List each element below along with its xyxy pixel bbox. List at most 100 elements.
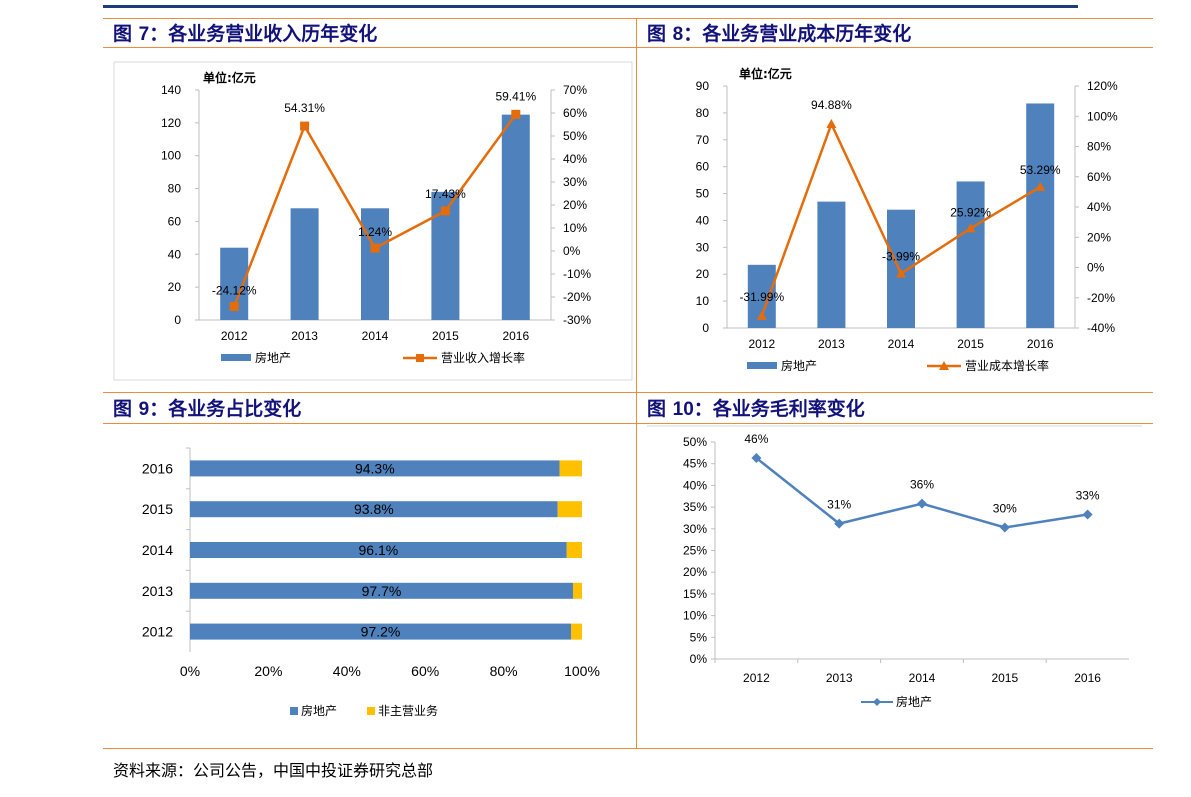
line-marker [917, 498, 927, 509]
unit-label: 单位:亿元 [739, 66, 792, 81]
bar-non-core [557, 501, 582, 518]
data-label: 30% [993, 501, 1017, 515]
data-label: 17.43% [425, 187, 466, 201]
y-tick-label: 2016 [142, 460, 173, 476]
chart-frame [113, 61, 633, 381]
y2-tick-label: -20% [563, 290, 591, 304]
figure-7-title: 图 7：各业务营业收入历年变化 [113, 23, 378, 45]
line-marker [229, 301, 239, 311]
y-tick-label: 30% [683, 522, 707, 536]
y-tick-label: 80 [696, 106, 710, 120]
y2-tick-label: 60% [1087, 170, 1111, 184]
bar [956, 181, 985, 328]
line-marker [1035, 181, 1046, 191]
y-tick-label: 60 [696, 160, 710, 174]
header-rule [103, 5, 1078, 8]
data-label: 31% [827, 498, 851, 512]
y-tick-label: 80 [168, 182, 182, 196]
x-tick-label: 2015 [957, 337, 984, 351]
y-tick-label: 60 [168, 214, 182, 228]
data-label: 97.7% [362, 583, 402, 599]
x-tick-label: 2015 [991, 671, 1018, 685]
line-marker [511, 109, 521, 119]
y-tick-label: 2012 [142, 624, 173, 640]
line-marker [756, 310, 767, 320]
x-tick-label: 2014 [888, 337, 915, 351]
margin-line [755, 457, 1088, 529]
y2-tick-label: 20% [563, 198, 587, 212]
x-tick-label: 2016 [1074, 671, 1101, 685]
data-label: 54.31% [284, 101, 325, 115]
y-tick-label: 0 [174, 313, 181, 327]
x-tick-label: 2016 [502, 329, 529, 343]
data-label: -24.12% [212, 283, 257, 297]
bar-real-estate [190, 582, 573, 599]
x-tick-label: 0% [180, 663, 200, 679]
grid-rule-title1 [103, 47, 1153, 48]
legend-label: 非主营业务 [378, 703, 438, 718]
y2-tick-label: 100% [1087, 109, 1118, 123]
bar-real-estate [190, 542, 567, 558]
y2-tick-label: 50% [563, 129, 587, 143]
y-tick-label: 0% [690, 652, 708, 666]
y2-tick-label: -30% [563, 313, 591, 327]
line-marker [965, 223, 976, 233]
x-tick-label: 2015 [432, 329, 459, 343]
y-tick-label: 20 [696, 267, 710, 281]
y-tick-label: 50% [683, 435, 707, 449]
y-tick-label: 45% [683, 457, 707, 471]
y-tick-label: 50 [696, 187, 710, 201]
grid-rule-mid [103, 392, 1153, 393]
revenue-chart: 单位:亿元 0 20 40 60 80 100 120 140 -30% -20% -10% 0% 10%… [113, 61, 633, 381]
bar-non-core [571, 623, 582, 640]
x-tick-label: 2012 [748, 337, 775, 351]
y2-tick-label: 0% [563, 244, 581, 258]
y-tick-label: 40 [696, 213, 710, 227]
y-tick-label: 2015 [142, 501, 173, 517]
bar-non-core [572, 582, 582, 599]
y2-tick-label: 0% [1087, 261, 1105, 275]
y2-tick-label: 120% [1087, 79, 1118, 93]
legend-swatch [290, 707, 298, 715]
y-tick-label: 35% [683, 500, 707, 514]
bar [817, 201, 846, 328]
data-label: 59.41% [495, 89, 536, 103]
legend-label: 房地产 [301, 703, 337, 718]
bar-non-core [566, 542, 582, 558]
y-tick-label: 30 [696, 240, 710, 254]
y2-tick-label: 30% [563, 175, 587, 189]
legend-label: 营业成本增长率 [965, 358, 1049, 373]
line-marker [896, 268, 906, 278]
data-label: 96.1% [359, 542, 399, 558]
y-tick-label: 20% [683, 565, 707, 579]
x-tick-label: 40% [333, 663, 361, 679]
unit-label: 单位:亿元 [203, 70, 256, 85]
line-marker [370, 243, 380, 253]
x-tick-label: 2012 [221, 329, 248, 343]
x-tick-label: 2012 [743, 671, 770, 685]
x-tick-label: 80% [490, 663, 518, 679]
legend-swatch-bar [747, 362, 777, 369]
x-tick-label: 60% [411, 663, 439, 679]
x-tick-label: 20% [254, 663, 282, 679]
y2-tick-label: 80% [1087, 140, 1111, 154]
y2-tick-label: -20% [1087, 291, 1115, 305]
line-marker [1082, 509, 1093, 520]
y-tick-label: 20 [168, 280, 182, 294]
data-label: -3.99% [882, 250, 920, 264]
data-label: 25.92% [950, 205, 991, 219]
y-tick-label: 40 [168, 247, 182, 261]
margin-chart: 0% 5% 10% 15% 20% 25% 30% 35% 40% 45% 50% 2012 2013 2… [647, 425, 1142, 709]
y-tick-label: 2013 [142, 583, 173, 599]
y-tick-label: 120 [161, 116, 181, 130]
y2-tick-label: -10% [563, 267, 591, 281]
bar-real-estate [190, 460, 560, 477]
line-marker [751, 453, 762, 464]
bar-non-core [559, 460, 582, 477]
data-label: 36% [910, 478, 934, 492]
y2-tick-label: 40% [563, 152, 587, 166]
data-label: 94.3% [355, 460, 395, 476]
legend-swatch [367, 707, 375, 715]
y-tick-label: 10% [683, 609, 707, 623]
y-tick-label: 0 [702, 321, 709, 335]
